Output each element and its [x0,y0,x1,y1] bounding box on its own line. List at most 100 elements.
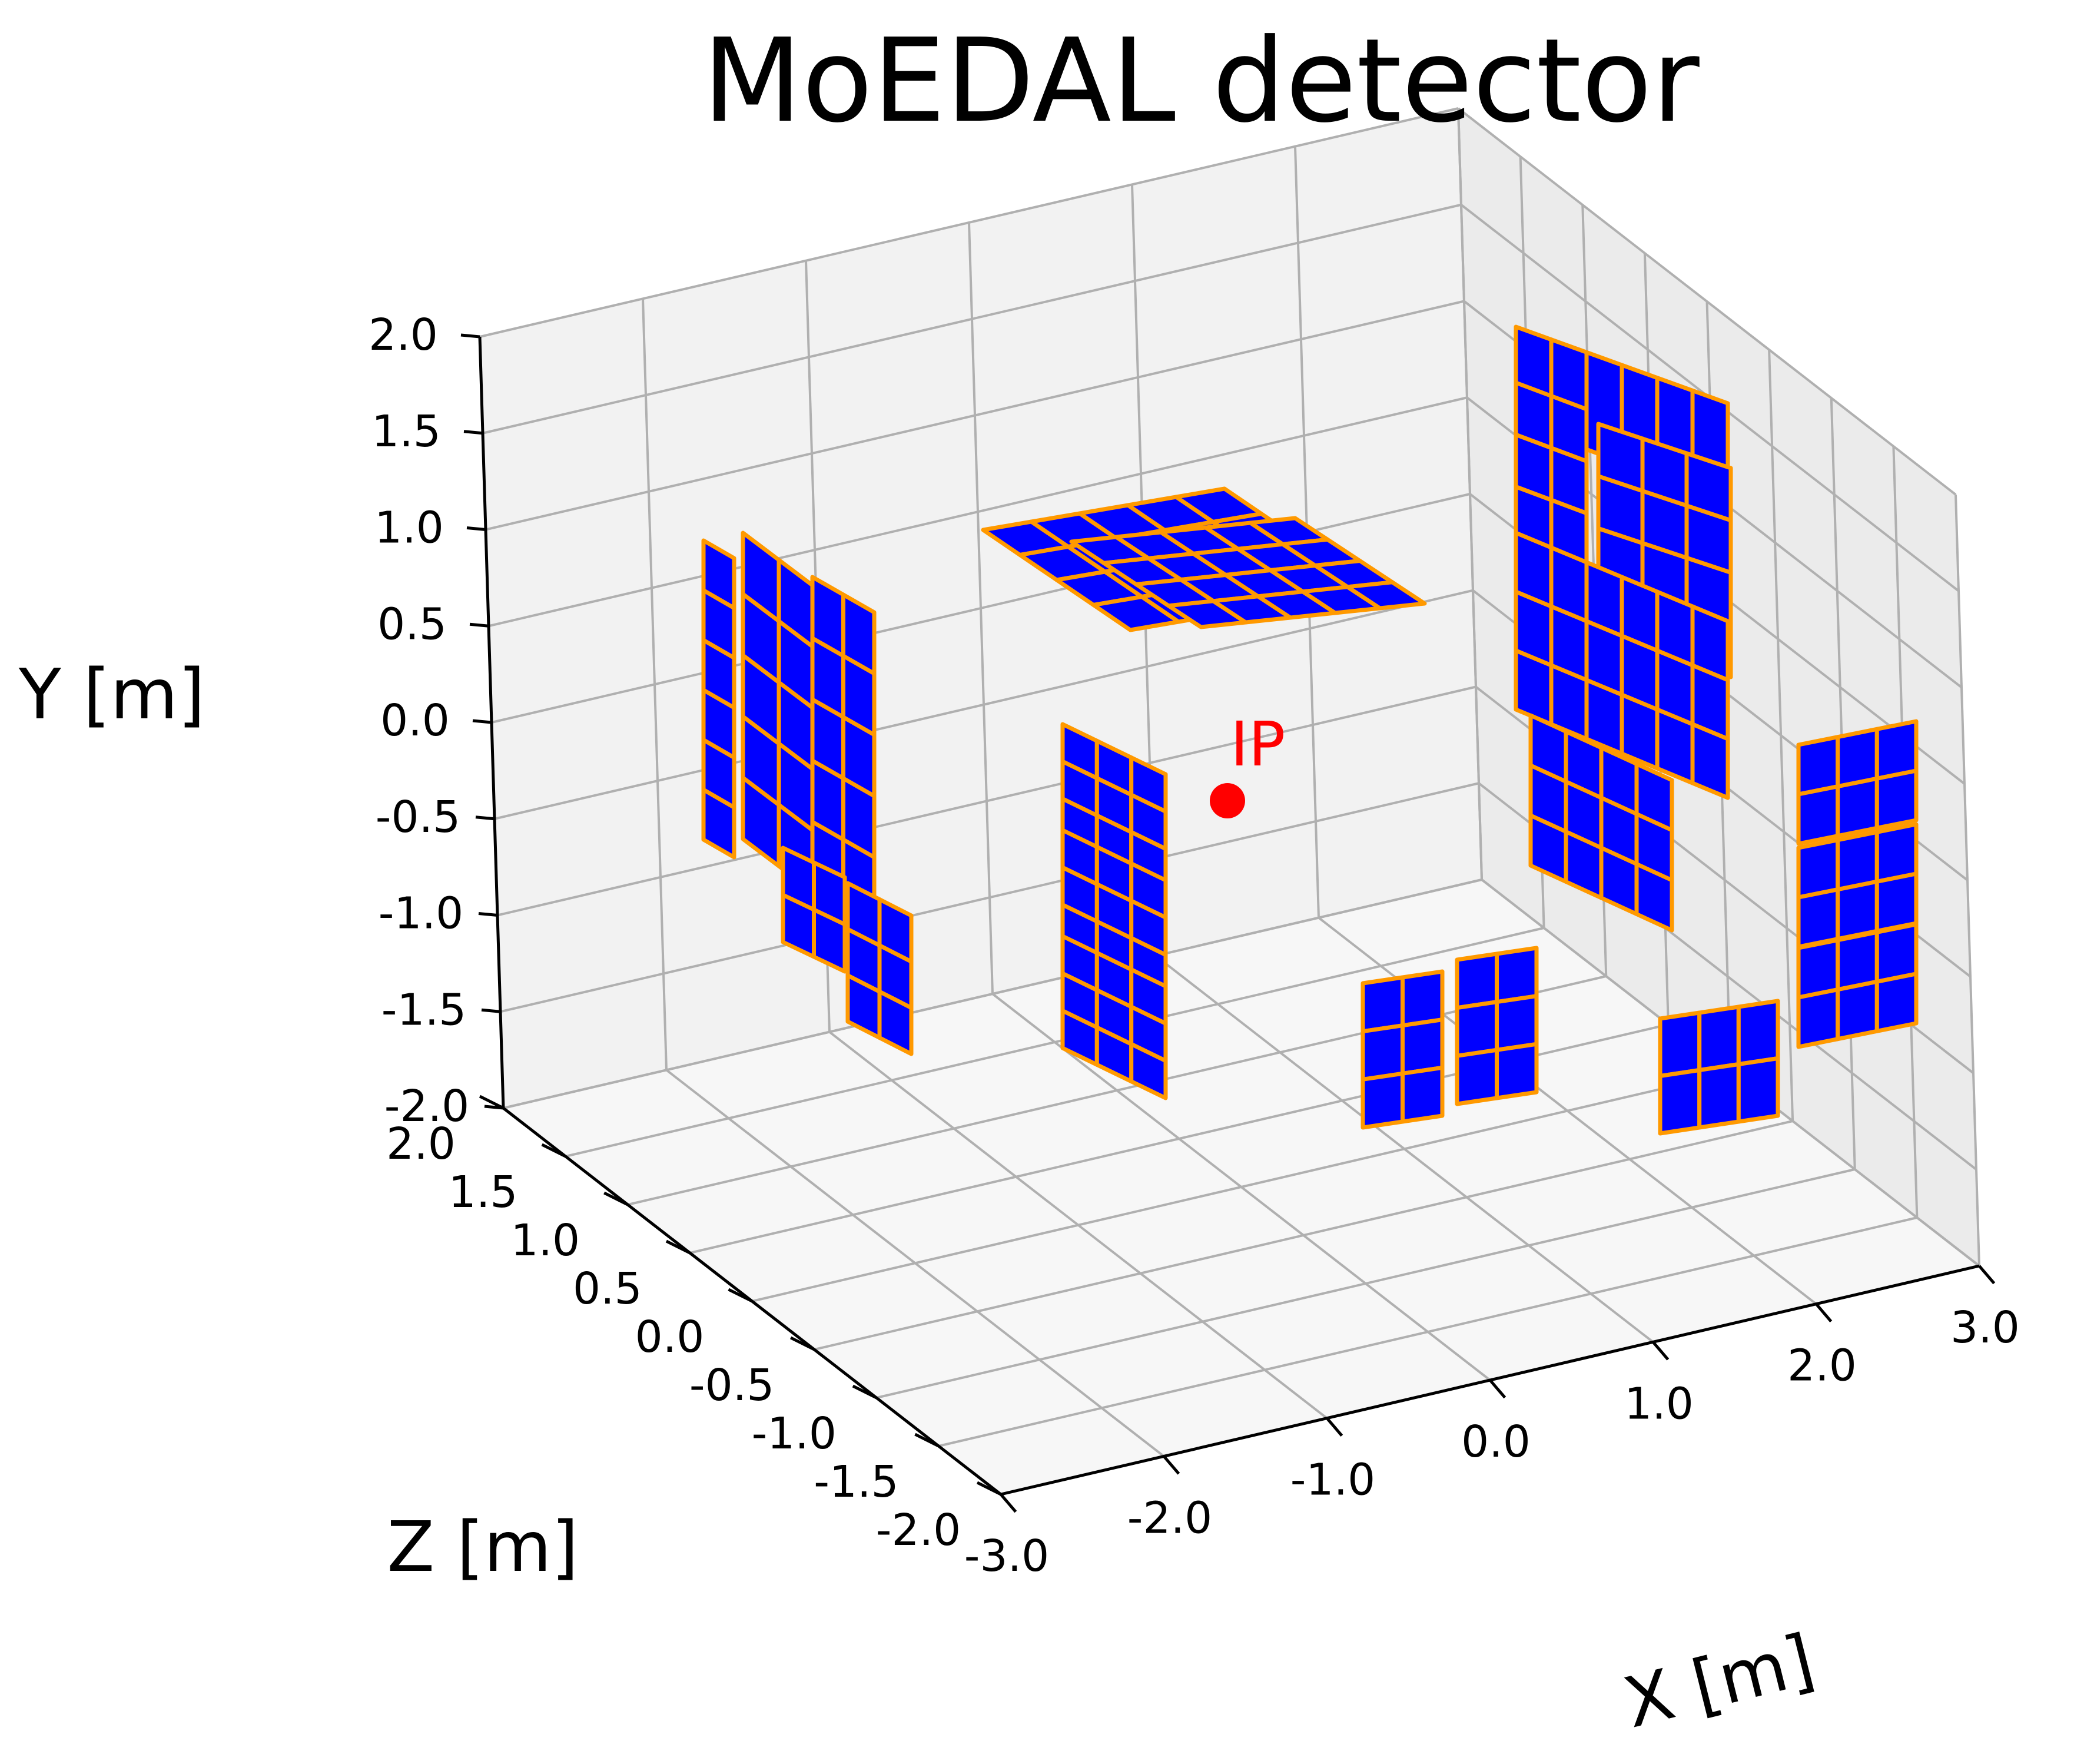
z-tick-mark [914,1433,940,1448]
module-cell [1620,692,1660,771]
y-tick-label: -2.0 [384,1081,469,1132]
x-tick-mark [1652,1341,1670,1361]
module-cell [1360,1023,1405,1082]
x-tick-mark [1489,1379,1506,1399]
module-cell [1690,722,1730,800]
z-tick-label: 1.0 [510,1215,580,1266]
x-tick-mark [1815,1303,1833,1322]
module-cell [1697,1062,1741,1130]
z-tick-mark [541,1143,566,1158]
module-cell [1514,648,1554,727]
x-axis-label: X [m] [1617,1619,1822,1744]
grid-line [494,589,1474,820]
grid-line [938,1216,1917,1447]
x-tick-mark [1326,1417,1343,1437]
y-tick-mark [472,719,492,724]
module-cell [1360,975,1405,1034]
z-tick-mark [790,1336,815,1351]
grid-line [482,203,1462,435]
grid-line [565,927,1545,1158]
z-tick-label: 2.0 [386,1119,456,1169]
x-tick-label: -3.0 [964,1531,1049,1581]
z-tick-label: 0.0 [635,1312,705,1362]
module-cell [1401,969,1445,1028]
grid-line [500,782,1479,1013]
module-cell [1495,1042,1539,1100]
y-tick-mark [478,912,498,917]
module-cell [1658,1010,1702,1078]
module-cell [1655,707,1695,785]
x-tick-label: -1.0 [1290,1455,1375,1506]
y-tick-label: 1.5 [371,406,441,457]
z-tick-label: -1.0 [752,1408,837,1459]
module-cell [1360,1071,1405,1130]
z-axis-label: Z [m] [387,1506,578,1587]
module-cell [1697,1004,1741,1072]
module-cell [1874,971,1919,1033]
module-cell [877,989,914,1056]
z-tick-mark [603,1191,629,1206]
module-cell [812,907,847,974]
axis-lines [460,333,1996,1513]
z-tick-mark [479,1095,505,1110]
y-tick-label: 2.0 [369,310,438,360]
detector-modules [701,324,1919,1136]
module-cell [1634,862,1674,933]
x-tick-label: 0.0 [1461,1417,1531,1467]
z-tick-label: 1.5 [449,1167,518,1218]
z-tick-label: -2.0 [876,1505,961,1556]
module-cell [1401,1065,1445,1124]
module-cell [1736,999,1780,1066]
module-cell [1495,994,1539,1052]
module-cell [1129,1042,1168,1100]
module-cell [1836,776,1879,838]
module-cell [1796,784,1840,846]
z-tick-mark [976,1481,1002,1496]
module-cell [1796,987,1840,1049]
module-cell [1455,1000,1499,1058]
y-tick-label: -1.0 [379,888,463,939]
module-cell [1495,946,1539,1004]
module-cell [701,787,736,860]
y-tick-mark [466,526,486,531]
grid-line [752,1072,1731,1302]
module-cell [1736,1056,1780,1124]
y-tick-mark [463,430,483,435]
ip-marker [1210,783,1245,818]
x-tick-label: 2.0 [1787,1341,1857,1391]
x-tick-mark [1163,1455,1180,1475]
y-tick-label: -1.5 [381,984,466,1035]
module-cell [1836,979,1879,1042]
tick-labels: -3.0-2.0-1.00.01.02.03.0-2.0-1.5-1.0-0.5… [369,310,2020,1581]
x-tick-label: 1.0 [1624,1378,1694,1429]
grid-line [503,878,1482,1109]
module-cell [1401,1017,1445,1076]
chart-title: MoEDAL detector [702,14,1700,148]
z-tick-label: -1.5 [814,1457,898,1507]
grid-line [479,107,1459,338]
y-tick-mark [481,1008,501,1013]
x-tick-label: -2.0 [1127,1493,1212,1543]
y-tick-label: 1.0 [374,503,444,553]
module-cell [1455,951,1499,1010]
y-tick-label: 0.5 [377,599,447,649]
z-tick-label: -0.5 [689,1360,774,1411]
z-tick-mark [852,1384,877,1400]
grid-line [485,300,1465,531]
module-cell [1836,879,1879,941]
y-tick-mark [469,622,489,628]
y-tick-label: 0.0 [380,695,450,746]
x-tick-mark [1978,1265,1996,1285]
grid-line [876,1168,1856,1399]
module-cell [1658,1068,1702,1136]
module-cell [1874,871,1919,933]
x-tick-label: 3.0 [1950,1302,2020,1353]
y-tick-mark [475,815,495,821]
module-cell [1345,580,1427,611]
module-cell [1874,768,1919,830]
z-tick-mark [665,1239,691,1255]
y-axis-label: Y [m] [18,654,205,735]
z-tick-mark [728,1288,753,1303]
module-cell [1455,1047,1499,1106]
